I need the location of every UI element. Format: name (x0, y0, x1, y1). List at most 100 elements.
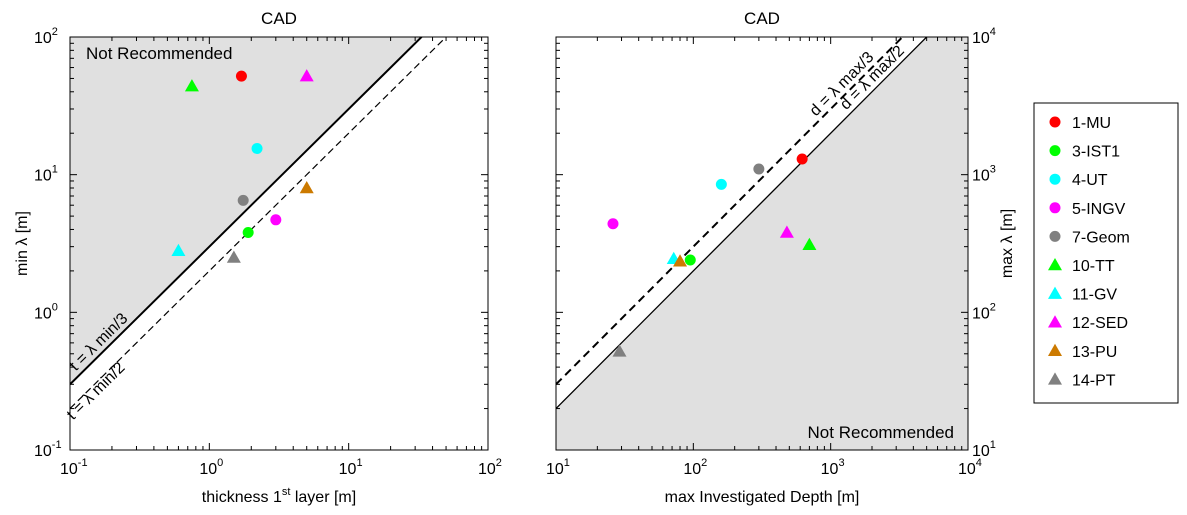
legend-label: 10-TT (1072, 258, 1115, 275)
x-tick-label: 103 (821, 457, 845, 478)
y-tick-exponent: 1 (990, 439, 996, 451)
legend-label: 3-IST1 (1072, 144, 1120, 161)
legend-item: 1-MU (1049, 115, 1111, 132)
y-tick-exponent: 1 (52, 164, 58, 176)
legend-marker (1048, 315, 1062, 328)
y-tick-label: 101 (972, 439, 996, 460)
data-point (673, 254, 688, 267)
x-tick-exponent: 2 (701, 457, 707, 469)
y-tick-base: 10 (34, 443, 52, 460)
legend-marker (1049, 116, 1061, 128)
legend: 1-MU 3-IST1 4-UT 5-INGV 7-Geom 10-TT 11-GV 12-S… (1033, 102, 1179, 404)
data-point (753, 163, 765, 175)
legend-item: 4-UT (1049, 172, 1108, 189)
y-tick-base: 10 (34, 168, 52, 185)
legend-marker (1048, 343, 1062, 357)
data-point (242, 227, 254, 239)
not-recommended-label: Not Recommended (808, 423, 954, 442)
data-point (612, 344, 627, 357)
legend-item: 10-TT (1048, 258, 1115, 275)
legend-label: 11-GV (1072, 287, 1117, 304)
x-tick-base: 10 (958, 461, 976, 478)
legend-marker (1049, 173, 1061, 185)
x-tick-base: 10 (546, 461, 564, 478)
data-point (779, 225, 794, 238)
y-axis-label: min λ [m] (14, 211, 31, 276)
y-tick-exponent: 4 (990, 26, 996, 38)
reference-line-2 (556, 37, 928, 410)
reference-line-2 (70, 37, 447, 409)
data-point (802, 237, 817, 250)
x-tick-label: 101 (546, 457, 570, 478)
legend-label: 5-INGV (1072, 201, 1126, 218)
x-axis-label-tail: layer [m] (290, 489, 356, 506)
y-tick-label: 102 (972, 301, 996, 322)
y-tick-label: 100 (34, 301, 58, 322)
y-tick-base: 10 (972, 443, 990, 460)
x-tick-label: 102 (683, 457, 707, 478)
y-tick-base: 10 (972, 168, 990, 185)
y-tick-base: 10 (34, 30, 52, 47)
legend-label: 13-PU (1072, 344, 1117, 361)
x-tick-exponent: 1 (564, 457, 570, 469)
legend-marker (1048, 258, 1062, 271)
x-axis-label-sup: st (282, 486, 291, 498)
legend-item: 5-INGV (1049, 201, 1126, 218)
data-point (235, 70, 247, 82)
chart-title: CAD (744, 9, 780, 28)
data-point (171, 243, 186, 257)
chart-title: CAD (261, 9, 297, 28)
legend-label: 12-SED (1072, 315, 1128, 332)
y-tick-label: 103 (972, 164, 996, 185)
x-axis-label: max Investigated Depth [m] (665, 489, 860, 506)
x-tick-base: 10 (821, 461, 839, 478)
y-tick-base: 10 (972, 30, 990, 47)
y-tick-exponent: 0 (52, 301, 58, 313)
x-tick-exponent: 4 (976, 457, 982, 469)
y-tick-exponent: 3 (990, 164, 996, 176)
y-tick-exponent: 2 (990, 301, 996, 313)
x-tick-base: 10 (199, 461, 217, 478)
data-point (684, 254, 696, 266)
y-tick-base: 10 (972, 305, 990, 322)
legend-item: 11-GV (1048, 286, 1117, 304)
data-point (796, 153, 808, 165)
legend-marker (1048, 372, 1062, 385)
data-point (299, 69, 314, 82)
y-tick-label: 104 (972, 26, 996, 47)
y-tick-exponent: -1 (52, 439, 62, 451)
y-tick-label: 101 (34, 164, 58, 185)
legend-marker (1049, 145, 1061, 157)
data-point (226, 250, 241, 263)
legend-label: 4-UT (1072, 172, 1108, 189)
data-point (270, 214, 282, 226)
plot-area (556, 37, 968, 450)
x-axis-label: thickness 1st layer [m] (202, 486, 356, 506)
not-recommended-region (556, 37, 968, 450)
data-point (715, 178, 727, 190)
data-point (607, 218, 619, 230)
legend-marker (1049, 230, 1061, 242)
data-point (237, 194, 249, 206)
plot-frame (555, 36, 969, 451)
y-axis-label: max λ [m] (999, 209, 1016, 278)
reference-line-1 (70, 37, 423, 386)
not-recommended-region (70, 37, 488, 385)
y-tick-label: 10-1 (34, 439, 62, 460)
x-tick-exponent: 2 (496, 457, 502, 469)
x-tick-base: 10 (478, 461, 496, 478)
legend-item: 7-Geom (1049, 229, 1130, 246)
x-tick-base: 10 (683, 461, 701, 478)
legend-item: 3-IST1 (1049, 144, 1120, 161)
data-point (299, 181, 314, 194)
legend-item: 14-PT (1048, 372, 1116, 389)
legend-marker (1048, 286, 1062, 299)
data-point (184, 79, 199, 92)
reference-line-1 (556, 37, 904, 386)
x-tick-base: 10 (339, 461, 357, 478)
legend-label: 7-Geom (1072, 229, 1130, 246)
x-tick-exponent: 3 (838, 457, 844, 469)
